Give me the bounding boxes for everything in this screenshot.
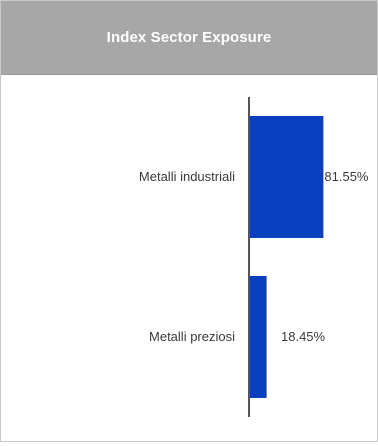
bar-chart: Metalli industriali 81.55% Metalli prezios… (139, 97, 369, 417)
chart-area: Metalli industriali 81.55% Metalli prezios… (1, 75, 377, 441)
chart-title: Index Sector Exposure (106, 29, 272, 46)
card-header: Index Sector Exposure (1, 1, 377, 75)
bar-1 (250, 276, 267, 398)
value-label: 18.45% (281, 329, 326, 344)
category-label: Metalli preziosi (149, 329, 235, 344)
value-label: 81.55% (324, 169, 369, 184)
bar-0 (250, 116, 324, 238)
category-label: Metalli industriali (139, 169, 235, 184)
